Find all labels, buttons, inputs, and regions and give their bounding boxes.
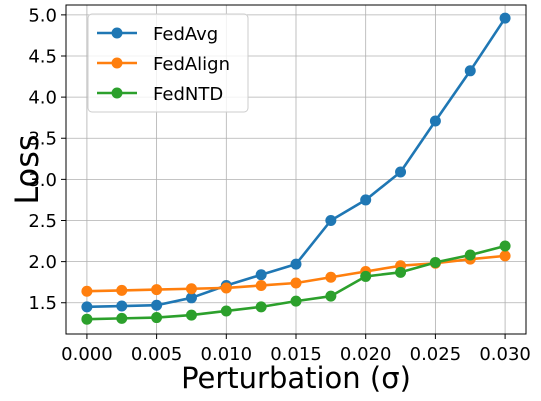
- legend-label: FedNTD: [153, 84, 223, 105]
- y-tick-label: 2.0: [28, 252, 57, 273]
- data-point-fedntd: [395, 266, 407, 278]
- data-point-fedalign: [81, 285, 93, 297]
- data-point-fedavg: [255, 269, 267, 281]
- data-point-fedntd: [81, 313, 93, 325]
- legend-label: FedAlign: [153, 54, 230, 75]
- series-layer: [81, 12, 511, 325]
- legend-marker: [111, 27, 123, 39]
- legend-box: [87, 13, 249, 113]
- y-axis-label: Loss: [8, 134, 46, 204]
- data-point-fedalign: [220, 282, 232, 294]
- data-point-fedavg: [325, 214, 337, 226]
- data-point-fedntd: [151, 312, 163, 324]
- data-point-fedavg: [290, 258, 302, 270]
- data-point-fedntd: [220, 305, 232, 317]
- legend-marker: [111, 87, 123, 99]
- data-point-fedavg: [395, 166, 407, 178]
- data-point-fedntd: [429, 256, 441, 268]
- data-point-fedalign: [255, 279, 267, 291]
- data-point-fedntd: [290, 295, 302, 307]
- y-tick-label: 3.0: [28, 170, 57, 191]
- data-point-fedalign: [499, 250, 511, 262]
- data-point-fedalign: [151, 284, 163, 296]
- data-point-fedalign: [185, 283, 197, 295]
- legend-item-fedavg: FedAvg: [97, 24, 218, 45]
- data-point-fedntd: [325, 290, 337, 302]
- x-tick-label: 0.015: [270, 344, 322, 365]
- x-tick-label: 0.010: [201, 344, 253, 365]
- legend-marker: [111, 57, 123, 69]
- data-point-fedalign: [325, 271, 337, 283]
- grid-lines: [66, 5, 526, 334]
- data-point-fedalign: [116, 284, 128, 296]
- data-point-fedavg: [151, 299, 163, 311]
- x-tick-label: 0.000: [61, 344, 113, 365]
- y-tick-label: 4.5: [28, 46, 57, 67]
- data-point-fedavg: [116, 300, 128, 312]
- legend: FedAvg FedAlign FedNTD: [87, 13, 249, 113]
- data-point-fedntd: [464, 249, 476, 261]
- y-tick-label: 2.5: [28, 211, 57, 232]
- y-tick-label: 1.5: [28, 293, 57, 314]
- legend-item-fedntd: FedNTD: [97, 84, 223, 105]
- data-point-fedntd: [116, 312, 128, 324]
- data-point-fedavg: [429, 115, 441, 127]
- x-axis-label: Perturbation (σ): [181, 361, 411, 395]
- x-axis: 0.000 0.005 0.010 0.015 0.020 0.025 0.030: [61, 334, 531, 365]
- data-point-fedntd: [499, 240, 511, 252]
- data-point-fedntd: [255, 301, 267, 313]
- y-axis: 1.5 2.0 2.5 3.0 3.5 4.0 4.5 5.0: [28, 5, 66, 314]
- data-point-fedntd: [360, 270, 372, 282]
- data-point-fedavg: [464, 65, 476, 77]
- x-tick-label: 0.025: [410, 344, 462, 365]
- data-point-fedavg: [185, 292, 197, 304]
- x-tick-label: 0.020: [340, 344, 392, 365]
- legend-item-fedalign: FedAlign: [97, 54, 230, 75]
- x-tick-label: 0.005: [131, 344, 183, 365]
- data-point-fedntd: [185, 309, 197, 321]
- y-tick-label: 4.0: [28, 88, 57, 109]
- series-fedntd: [81, 240, 511, 325]
- y-tick-label: 3.5: [28, 129, 57, 150]
- data-point-fedavg: [360, 194, 372, 206]
- data-point-fedalign: [290, 277, 302, 289]
- data-point-fedavg: [81, 301, 93, 313]
- data-point-fedavg: [499, 12, 511, 24]
- x-tick-label: 0.030: [479, 344, 531, 365]
- y-tick-label: 5.0: [28, 5, 57, 26]
- legend-label: FedAvg: [153, 24, 218, 45]
